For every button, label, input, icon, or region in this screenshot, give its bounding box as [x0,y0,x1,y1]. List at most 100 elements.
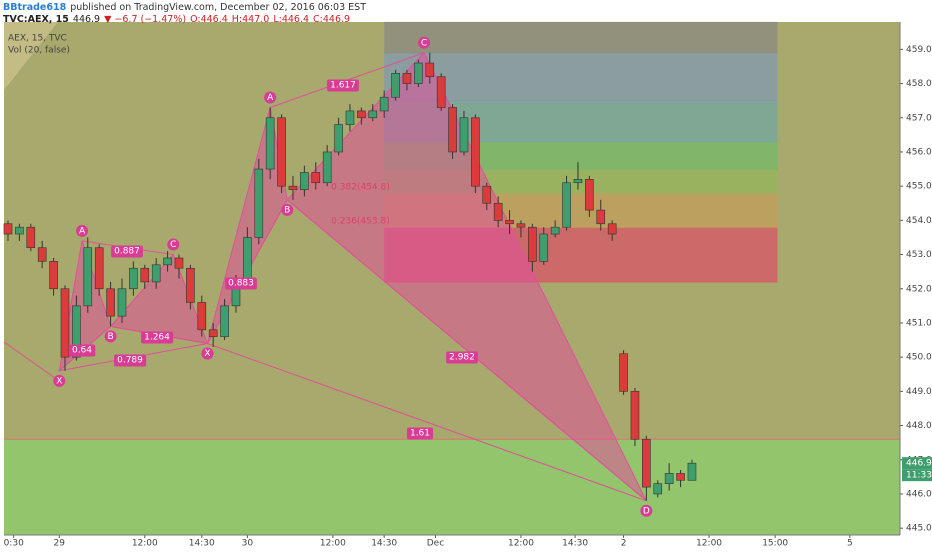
candle-body [300,172,309,190]
pattern-point [264,91,277,104]
candle-body [391,73,400,98]
ratio-label-bg [111,245,143,258]
pattern-point-label: A [79,226,86,236]
x-tick-label: 12:00 [132,539,158,549]
header-line: BBtrade618 published on TradingView.com, … [3,2,366,13]
candle-body [676,473,685,481]
candle-body [368,110,378,119]
y-tick-label: 458.0 [906,79,932,89]
candle-body [151,264,161,283]
candle-body [345,110,355,125]
candle-body [3,223,13,235]
candle-body [425,62,435,78]
candle-body [129,267,138,290]
candle-body [334,124,343,153]
ratio-label: 1.264 [144,333,170,343]
candle-body [254,168,264,238]
arrow: ▼ [104,14,112,25]
x-tick-label: 14:30 [562,539,588,549]
candle-body [653,483,663,495]
pattern-point [281,203,294,216]
pattern-point-label: X [204,349,210,359]
candle-body [664,473,674,485]
ratio-label-bg [225,277,257,290]
header-bg [0,0,932,22]
y-tick-label: 448.0 [906,421,932,431]
x-tick-label: 14:30 [189,539,215,549]
pattern-line [207,343,647,502]
pattern-point [104,330,117,343]
x-tick-label: 14:30 [371,539,397,549]
pattern-point-label: D [643,506,650,516]
drawing [3,341,56,379]
x-tick-label: 5 [847,539,853,549]
candle-body [619,353,628,392]
pattern-point-label: C [170,240,176,250]
candle-body [414,62,423,84]
candle-body [322,151,332,184]
candle-body [459,117,469,153]
ratio-label: 0.887 [114,247,140,257]
ohlc: C:446.9 [313,14,350,25]
candle-body [288,185,298,190]
pattern-point-label: B [107,332,113,342]
symbol: TVC:AEX, 15 [3,14,69,25]
ratio-label-bg [446,351,478,364]
candle-body [220,305,229,337]
time-axis [0,535,932,550]
last-price-tag [902,457,932,470]
ratio-label-bg [114,354,147,367]
ratio-label-bg [327,79,359,92]
y-tick-label: 457.0 [906,113,932,123]
candle-body [243,237,252,283]
candle-body [197,302,207,331]
candle-body [642,438,651,488]
candle-body [516,223,526,228]
pattern-point-label: X [56,376,62,386]
candle-body [528,226,537,262]
ratio-label-bg [68,344,96,357]
y-tick-label: 456.0 [906,147,932,157]
candle-body [163,257,172,266]
candle-body [94,247,104,290]
candle-body [596,209,606,225]
candle-body [311,172,321,184]
axes: 445.0446.0447.0448.0449.0450.0451.0452.0… [4,22,932,549]
countdown-label: 11:33 [906,471,932,481]
candle-body [357,110,366,119]
ratio-labels: 0.887 0.64 0.789 1.264 0.883 1.617 2.982… [68,79,478,440]
y-tick-label: 445.0 [906,524,932,534]
published: published on TradingView.com, December 0… [70,2,366,13]
x-tick-label: 2 [621,539,627,549]
y-tick-label: 449.0 [906,387,932,397]
pattern-point-label: C [421,38,427,48]
candle-body [117,288,127,317]
candle-body [585,179,594,211]
zone [4,439,900,535]
candle-body [140,267,150,283]
x-tick-label: 12:00 [696,539,722,549]
pattern-point [640,504,653,517]
author: BBtrade618 [3,2,67,13]
candle-body [174,257,184,269]
candle-body [539,233,549,262]
last-price-label: 446.9 [906,459,932,469]
candle-body [573,179,583,184]
x-tick-label: 30 [242,539,254,549]
candle-body [277,117,286,187]
x-tick-label: Dec [427,539,444,549]
y-tick-label: 454.0 [906,216,932,226]
candle-body [60,288,70,358]
pattern-point-label: B [284,205,290,215]
candle-body [436,76,446,108]
candle-body [83,247,93,307]
symbol-line: TVC:AEX, 15 446.9 ▼ −6.7 (−1.47%) O:446.4 H:4… [3,14,350,25]
candle-body [550,226,560,235]
ohlc: O:446.4 [190,14,228,25]
candle-body [562,182,571,228]
y-tick-label: 453.0 [906,250,932,260]
fib-band [384,22,778,53]
drawing [4,22,58,90]
candle-body [448,107,457,153]
candle-body [607,223,617,235]
